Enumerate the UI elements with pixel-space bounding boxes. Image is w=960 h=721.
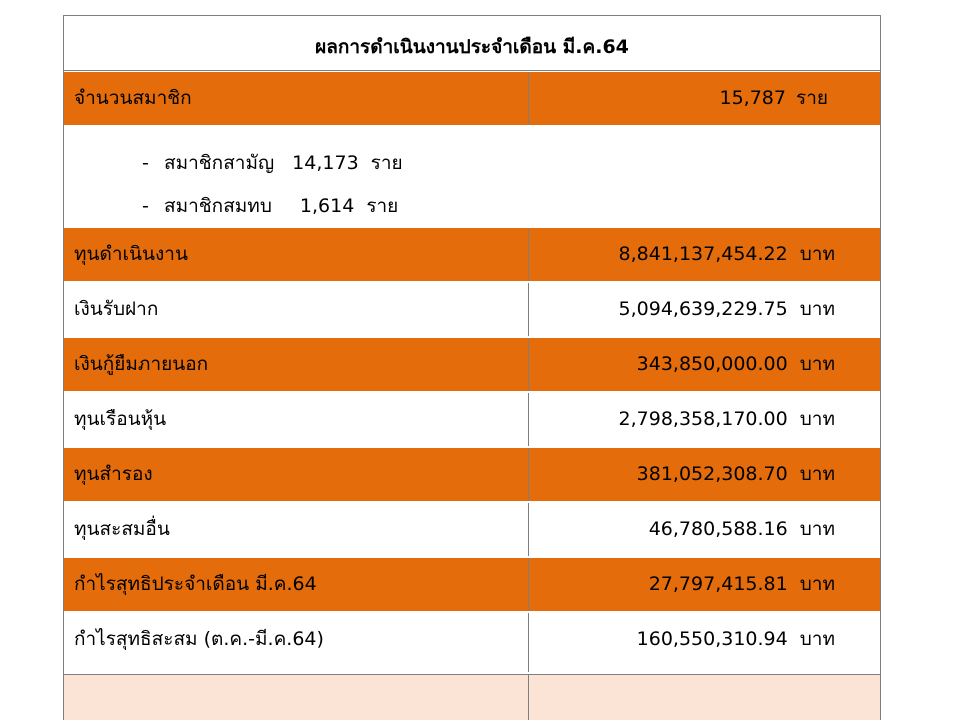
financial-unit: บาท: [799, 243, 835, 265]
bullet-dash: -: [142, 152, 149, 174]
financial-amount: 5,094,639,229.75: [618, 298, 788, 320]
report-title-row: ผลการดำเนินงานประจำเดือน มี.ค.64: [64, 16, 880, 71]
associate-members-label: สมาชิกสมทบ: [164, 195, 272, 217]
financial-row: ทุนสำรอง 381,052,308.70 บาท: [64, 448, 880, 502]
financial-row: กำไรสุทธิสะสม (ต.ค.-มี.ค.64) 160,550,310…: [64, 613, 880, 673]
financial-unit: บาท: [799, 518, 835, 540]
empty-cell: [64, 675, 527, 720]
financial-amount: 160,550,310.94: [636, 628, 788, 650]
financial-value-cell: 46,780,588.16 บาท: [528, 503, 880, 556]
financial-amount: 343,850,000.00: [636, 353, 788, 375]
member-breakdown-item: - สมาชิกสามัญ 14,173 ราย: [142, 154, 403, 173]
report-title: ผลการดำเนินงานประจำเดือน มี.ค.64: [315, 36, 629, 58]
financial-label: ทุนสะสมอื่น: [74, 518, 170, 540]
financial-unit: บาท: [799, 353, 835, 375]
members-value-group: 15,787 ราย: [720, 89, 829, 108]
financial-row: ทุนเรือนหุ้น 2,798,358,170.00 บาท: [64, 393, 880, 447]
financial-value-cell: 2,798,358,170.00 บาท: [528, 393, 880, 446]
financial-label: กำไรสุทธิสะสม (ต.ค.-มี.ค.64): [74, 628, 324, 650]
empty-cell: [528, 675, 880, 720]
financial-value-group: 5,094,639,229.75 บาท: [619, 300, 835, 319]
members-value-cell: 15,787 ราย: [528, 72, 880, 125]
financial-value-group: 160,550,310.94 บาท: [637, 630, 835, 649]
member-breakdown-row: - สมาชิกสามัญ 14,173 ราย - สมาชิกสมทบ 1,614 รา…: [64, 127, 880, 227]
financial-unit: บาท: [799, 463, 835, 485]
regular-members-unit: ราย: [370, 152, 403, 174]
members-row: จำนวนสมาชิก 15,787 ราย: [64, 72, 880, 126]
financial-row: ทุนดำเนินงาน 8,841,137,454.22 บาท: [64, 228, 880, 282]
financial-value-group: 2,798,358,170.00 บาท: [619, 410, 835, 429]
financial-unit: บาท: [799, 573, 835, 595]
financial-value-cell: 8,841,137,454.22 บาท: [528, 228, 880, 281]
financial-amount: 381,052,308.70: [636, 463, 788, 485]
financial-value-group: 27,797,415.81 บาท: [649, 575, 835, 594]
financial-value-cell: 343,850,000.00 บาท: [528, 338, 880, 391]
member-breakdown-item: - สมาชิกสมทบ 1,614 ราย: [142, 197, 398, 216]
financial-amount: 8,841,137,454.22: [618, 243, 788, 265]
financial-value-cell: 381,052,308.70 บาท: [528, 448, 880, 501]
performance-report-table: ผลการดำเนินงานประจำเดือน มี.ค.64 จำนวนสม…: [63, 15, 881, 721]
empty-row: [64, 674, 880, 721]
financial-value-group: 46,780,588.16 บาท: [649, 520, 835, 539]
financial-label: ทุนเรือนหุ้น: [74, 408, 167, 430]
financial-row: กำไรสุทธิประจำเดือน มี.ค.64 27,797,415.8…: [64, 558, 880, 612]
members-count: 15,787: [719, 87, 786, 109]
financial-value-cell: 160,550,310.94 บาท: [528, 613, 880, 672]
financial-value-group: 381,052,308.70 บาท: [637, 465, 835, 484]
bullet-dash: -: [142, 195, 149, 217]
financial-unit: บาท: [799, 628, 835, 650]
financial-label: เงินกู้ยืมภายนอก: [74, 353, 209, 375]
financial-unit: บาท: [799, 408, 835, 430]
financial-row: ทุนสะสมอื่น 46,780,588.16 บาท: [64, 503, 880, 557]
financial-label: กำไรสุทธิประจำเดือน มี.ค.64: [74, 573, 317, 595]
financial-value-group: 8,841,137,454.22 บาท: [619, 245, 835, 264]
financial-label: เงินรับฝาก: [74, 298, 159, 320]
regular-members-count: 14,173: [292, 152, 359, 174]
financial-label: ทุนดำเนินงาน: [74, 243, 188, 265]
financial-amount: 2,798,358,170.00: [618, 408, 788, 430]
financial-row: เงินรับฝาก 5,094,639,229.75 บาท: [64, 283, 880, 337]
regular-members-label: สมาชิกสามัญ: [164, 152, 275, 174]
members-label: จำนวนสมาชิก: [74, 87, 192, 109]
financial-row: เงินกู้ยืมภายนอก 343,850,000.00 บาท: [64, 338, 880, 392]
associate-members-unit: ราย: [366, 195, 399, 217]
financial-label: ทุนสำรอง: [74, 463, 153, 485]
associate-members-count: 1,614: [299, 195, 355, 217]
financial-value-group: 343,850,000.00 บาท: [637, 355, 835, 374]
financial-value-cell: 5,094,639,229.75 บาท: [528, 283, 880, 336]
financial-amount: 27,797,415.81: [648, 573, 788, 595]
financial-unit: บาท: [799, 298, 835, 320]
members-unit: ราย: [795, 87, 828, 109]
financial-value-cell: 27,797,415.81 บาท: [528, 558, 880, 611]
financial-amount: 46,780,588.16: [648, 518, 788, 540]
